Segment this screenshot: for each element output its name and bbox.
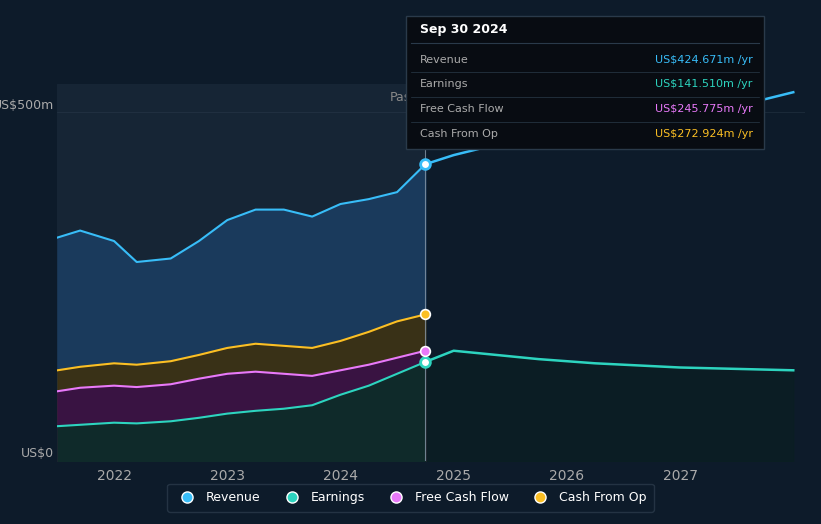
Text: Sep 30 2024: Sep 30 2024 <box>420 23 508 36</box>
Text: Revenue: Revenue <box>420 54 469 64</box>
Text: Cash From Op: Cash From Op <box>420 129 498 139</box>
Bar <box>57 84 425 461</box>
Text: Past: Past <box>390 91 416 104</box>
Text: US$500m: US$500m <box>0 99 53 112</box>
Legend: Revenue, Earnings, Free Cash Flow, Cash From Op: Revenue, Earnings, Free Cash Flow, Cash … <box>167 484 654 512</box>
Text: Free Cash Flow: Free Cash Flow <box>420 104 504 114</box>
Text: US$424.671m /yr: US$424.671m /yr <box>655 54 753 64</box>
Text: US$0: US$0 <box>21 447 53 460</box>
Text: US$245.775m /yr: US$245.775m /yr <box>655 104 753 114</box>
Bar <box>425 84 805 461</box>
Text: Analysts Forecasts: Analysts Forecasts <box>434 91 551 104</box>
Text: US$272.924m /yr: US$272.924m /yr <box>655 129 753 139</box>
Text: Earnings: Earnings <box>420 80 469 90</box>
Text: US$141.510m /yr: US$141.510m /yr <box>655 80 753 90</box>
